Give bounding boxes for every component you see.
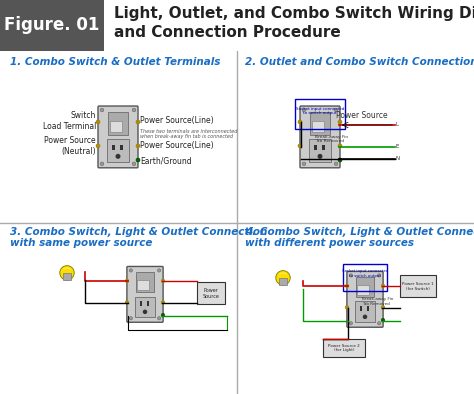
Bar	[137, 280, 149, 290]
Circle shape	[334, 162, 338, 165]
Text: Power Source(Line): Power Source(Line)	[140, 117, 214, 125]
Bar	[197, 282, 225, 304]
Circle shape	[381, 306, 385, 309]
Circle shape	[381, 284, 385, 288]
Bar	[112, 145, 115, 150]
Circle shape	[100, 108, 104, 112]
Text: Figure. 01: Figure. 01	[4, 16, 100, 33]
Text: Power Source(Line): Power Source(Line)	[140, 141, 214, 151]
Text: Power
Source: Power Source	[202, 288, 219, 299]
Bar	[323, 339, 365, 357]
Circle shape	[96, 120, 100, 124]
Bar	[309, 139, 331, 162]
Circle shape	[132, 108, 136, 112]
Text: Power Source: Power Source	[337, 111, 388, 120]
Bar	[295, 99, 345, 129]
Bar	[120, 145, 123, 150]
Text: Socket input connected
to switch output: Socket input connected to switch output	[296, 107, 344, 115]
Bar	[310, 112, 330, 134]
Circle shape	[345, 306, 349, 309]
Circle shape	[129, 269, 133, 272]
Text: Power Source 1
(for Switch): Power Source 1 (for Switch)	[402, 282, 434, 291]
FancyBboxPatch shape	[127, 266, 163, 322]
Circle shape	[349, 322, 353, 325]
Circle shape	[60, 266, 74, 280]
Circle shape	[136, 158, 140, 162]
Bar	[0, 0, 104, 51]
Bar	[314, 145, 317, 150]
Text: L: L	[396, 123, 399, 127]
Circle shape	[157, 269, 161, 272]
Circle shape	[129, 317, 133, 320]
Circle shape	[345, 284, 349, 288]
Circle shape	[157, 317, 161, 320]
Bar	[311, 121, 324, 132]
Text: Power Source 2
(for Light): Power Source 2 (for Light)	[328, 344, 360, 353]
Bar	[279, 278, 287, 285]
Bar	[136, 272, 155, 292]
Circle shape	[125, 279, 129, 283]
Text: E: E	[396, 144, 400, 149]
Text: N: N	[396, 156, 400, 161]
Circle shape	[363, 314, 367, 319]
Bar	[107, 139, 129, 162]
Text: 1. Combo Switch & Outlet Terminals: 1. Combo Switch & Outlet Terminals	[10, 57, 220, 67]
Circle shape	[381, 318, 385, 322]
Text: 3. Combo Switch, Light & Outlet Connection
with same power source: 3. Combo Switch, Light & Outlet Connecti…	[10, 227, 267, 248]
Bar	[140, 301, 142, 306]
Circle shape	[136, 144, 140, 148]
FancyBboxPatch shape	[98, 106, 138, 168]
Circle shape	[125, 301, 129, 304]
Circle shape	[338, 120, 342, 124]
Bar	[322, 145, 325, 150]
Text: Break-away Fin
Tab Removed: Break-away Fin Tab Removed	[362, 297, 393, 306]
FancyBboxPatch shape	[300, 106, 340, 168]
Text: 2. Outlet and Combo Switch Connection: 2. Outlet and Combo Switch Connection	[245, 57, 474, 67]
Bar	[109, 121, 122, 132]
Text: Earth/Ground: Earth/Ground	[140, 156, 191, 165]
Circle shape	[96, 144, 100, 148]
Circle shape	[161, 301, 165, 304]
Bar	[360, 306, 362, 311]
Circle shape	[143, 310, 147, 314]
Bar	[355, 301, 375, 322]
Text: Socket input connected
to switch output: Socket input connected to switch output	[342, 269, 388, 278]
Circle shape	[302, 162, 306, 165]
Text: 4. Combo Switch, Light & Outlet Connection
with different power sources: 4. Combo Switch, Light & Outlet Connecti…	[245, 227, 474, 248]
Bar	[135, 297, 155, 317]
Circle shape	[276, 271, 290, 285]
Text: Light, Outlet, and Combo Switch Wiring Diagram
and Connection Procedure: Light, Outlet, and Combo Switch Wiring D…	[114, 6, 474, 41]
Bar	[357, 285, 369, 295]
Text: Power Source
(Neutral): Power Source (Neutral)	[45, 136, 96, 156]
Circle shape	[161, 313, 165, 317]
Text: These two terminals are interconnected
when break-away fin tab is connected: These two terminals are interconnected w…	[140, 128, 237, 139]
Circle shape	[161, 279, 165, 283]
Bar	[367, 306, 370, 311]
Circle shape	[377, 274, 381, 277]
Circle shape	[318, 154, 322, 159]
Circle shape	[377, 322, 381, 325]
Bar	[400, 275, 436, 297]
Bar	[147, 301, 149, 306]
Bar	[343, 264, 387, 292]
Text: Break-away Fin
Tab Removed: Break-away Fin Tab Removed	[315, 135, 348, 143]
Circle shape	[334, 108, 338, 112]
Circle shape	[298, 120, 302, 124]
Circle shape	[132, 162, 136, 165]
Text: Switch
Load Terminal: Switch Load Terminal	[43, 111, 96, 131]
Circle shape	[338, 158, 342, 162]
Bar	[108, 112, 128, 134]
Circle shape	[302, 108, 306, 112]
Circle shape	[116, 154, 120, 159]
Circle shape	[298, 144, 302, 148]
Circle shape	[100, 162, 104, 165]
Bar	[64, 273, 71, 280]
Circle shape	[136, 120, 140, 124]
Circle shape	[338, 144, 342, 148]
Bar	[356, 277, 374, 297]
Circle shape	[349, 274, 353, 277]
FancyBboxPatch shape	[347, 271, 383, 327]
